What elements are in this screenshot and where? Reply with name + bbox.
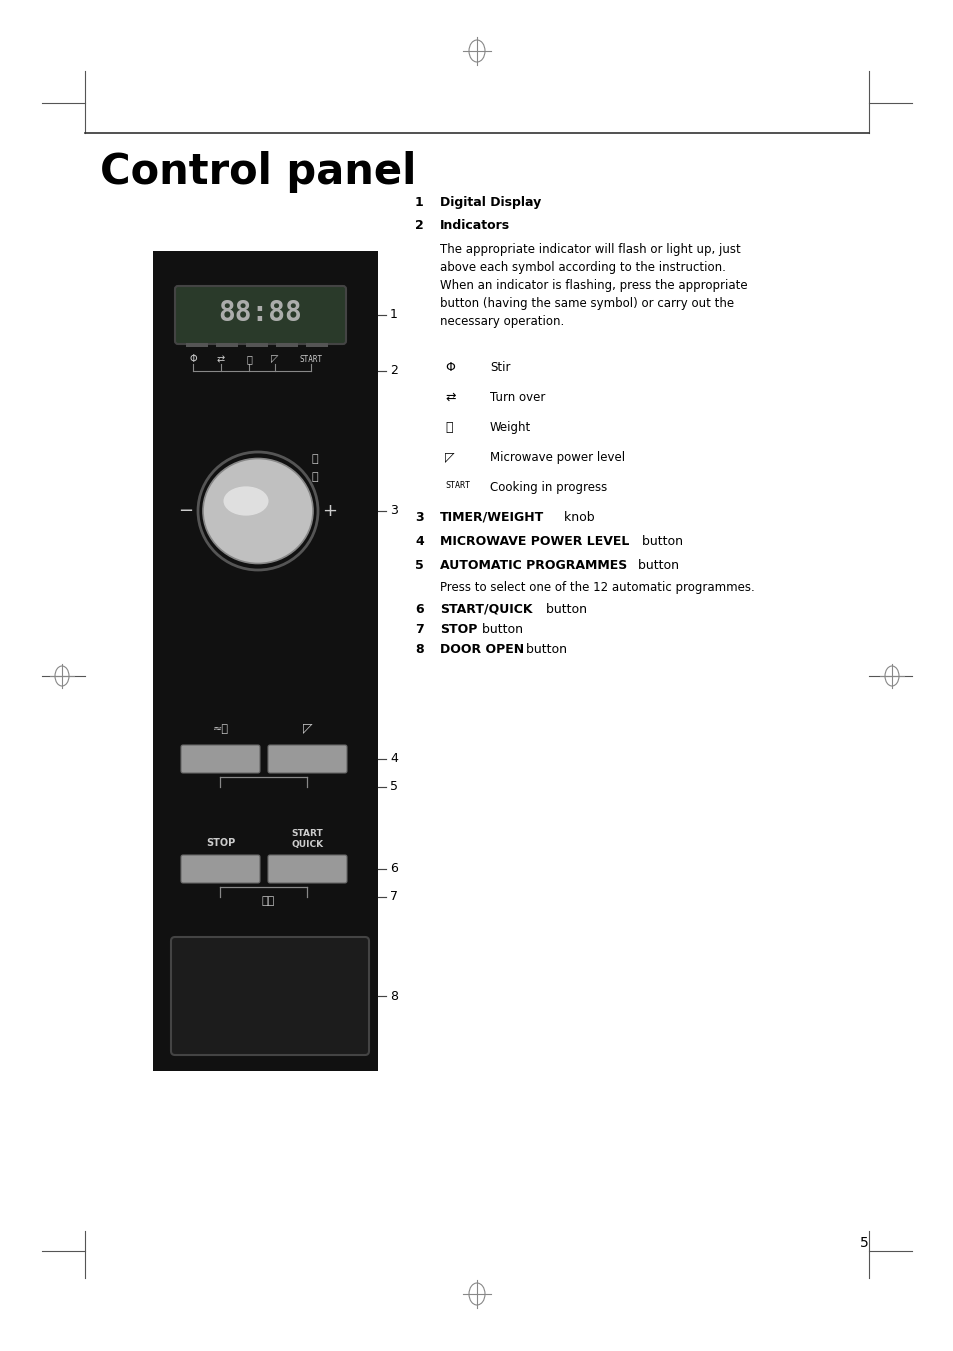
Text: START: START <box>299 354 322 363</box>
Text: button: button <box>634 559 679 571</box>
Text: 6: 6 <box>390 862 397 875</box>
FancyBboxPatch shape <box>181 744 260 773</box>
Text: +: + <box>322 503 337 520</box>
Text: ◸: ◸ <box>302 723 312 735</box>
Text: necessary operation.: necessary operation. <box>439 315 563 328</box>
Text: above each symbol according to the instruction.: above each symbol according to the instr… <box>439 261 725 274</box>
Text: START
QUICK: START QUICK <box>291 830 323 848</box>
Bar <box>275 343 297 347</box>
Bar <box>215 343 237 347</box>
Text: ◸: ◸ <box>444 451 455 463</box>
Text: Press to select one of the 12 automatic programmes.: Press to select one of the 12 automatic … <box>439 581 754 594</box>
Text: AUTOMATIC PROGRAMMES: AUTOMATIC PROGRAMMES <box>439 559 626 571</box>
Text: 5: 5 <box>860 1236 868 1250</box>
Text: Digital Display: Digital Display <box>439 196 540 209</box>
Text: DOOR OPEN: DOOR OPEN <box>439 643 523 657</box>
Text: Microwave power level: Microwave power level <box>490 451 624 463</box>
Text: 6: 6 <box>415 603 423 616</box>
Text: 1: 1 <box>415 196 423 209</box>
Ellipse shape <box>203 458 313 563</box>
FancyBboxPatch shape <box>171 938 369 1055</box>
Text: 3: 3 <box>390 504 397 517</box>
Text: ㏟: ㏟ <box>246 354 252 363</box>
Text: STOP: STOP <box>439 623 476 636</box>
Text: 5: 5 <box>390 781 397 793</box>
Text: 1: 1 <box>390 308 397 322</box>
Text: Weight: Weight <box>490 422 531 434</box>
Text: button: button <box>521 643 566 657</box>
Bar <box>186 343 208 347</box>
Text: ⇄: ⇄ <box>444 390 455 404</box>
Text: knob: knob <box>559 511 594 524</box>
Text: ◸: ◸ <box>271 354 278 363</box>
Text: MICROWAVE POWER LEVEL: MICROWAVE POWER LEVEL <box>439 535 629 549</box>
Text: 8: 8 <box>415 643 423 657</box>
Text: 3: 3 <box>415 511 423 524</box>
Text: Φ: Φ <box>189 354 196 363</box>
Text: button (having the same symbol) or carry out the: button (having the same symbol) or carry… <box>439 297 734 309</box>
Text: button: button <box>477 623 522 636</box>
Ellipse shape <box>223 486 268 516</box>
Text: 4: 4 <box>415 535 423 549</box>
Text: START/QUICK: START/QUICK <box>439 603 532 616</box>
Text: 2: 2 <box>415 219 423 232</box>
Text: ⚿␀: ⚿␀ <box>261 896 274 907</box>
Text: Φ: Φ <box>444 361 455 374</box>
Text: 4: 4 <box>390 753 397 766</box>
Text: 2: 2 <box>390 365 397 377</box>
Text: The appropriate indicator will flash or light up, just: The appropriate indicator will flash or … <box>439 243 740 255</box>
Text: ⛲: ⛲ <box>312 471 318 482</box>
FancyBboxPatch shape <box>174 286 346 345</box>
FancyBboxPatch shape <box>268 855 347 884</box>
Text: ⇄: ⇄ <box>216 354 225 363</box>
Bar <box>306 343 328 347</box>
Text: STOP: STOP <box>206 838 234 848</box>
Text: Cooking in progress: Cooking in progress <box>490 481 607 494</box>
Text: button: button <box>638 535 682 549</box>
Text: ㏟: ㏟ <box>444 422 452 434</box>
Text: −: − <box>178 503 193 520</box>
Text: ⏰: ⏰ <box>312 454 318 463</box>
Text: Indicators: Indicators <box>439 219 510 232</box>
Text: Turn over: Turn over <box>490 390 545 404</box>
Text: 88:88: 88:88 <box>218 299 302 327</box>
Text: Control panel: Control panel <box>100 151 416 193</box>
Text: 7: 7 <box>415 623 423 636</box>
Text: 7: 7 <box>390 890 397 904</box>
Text: ≈⛲: ≈⛲ <box>213 724 229 734</box>
Text: When an indicator is flashing, press the appropriate: When an indicator is flashing, press the… <box>439 280 747 292</box>
Text: TIMER/WEIGHT: TIMER/WEIGHT <box>439 511 543 524</box>
FancyBboxPatch shape <box>181 855 260 884</box>
Text: 8: 8 <box>390 989 397 1002</box>
Text: 5: 5 <box>415 559 423 571</box>
FancyBboxPatch shape <box>268 744 347 773</box>
Text: Stir: Stir <box>490 361 510 374</box>
Text: START: START <box>444 481 470 490</box>
Bar <box>152 251 377 1071</box>
Bar <box>246 343 268 347</box>
Text: button: button <box>541 603 586 616</box>
